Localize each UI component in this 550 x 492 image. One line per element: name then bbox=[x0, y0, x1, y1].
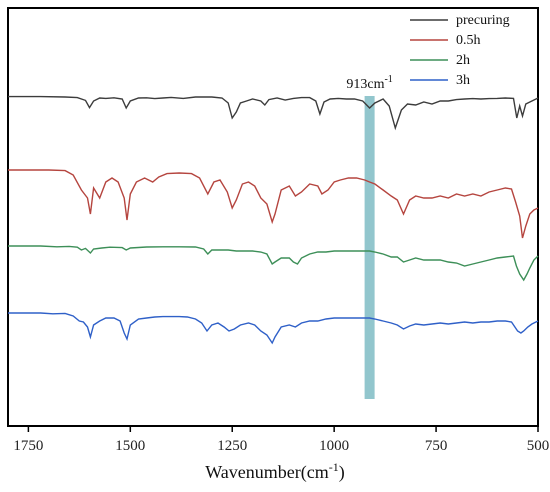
legend-label-precuring: precuring bbox=[456, 13, 510, 28]
annotation-label-sup: -1 bbox=[384, 74, 392, 85]
x-tick-label-500: 500 bbox=[527, 438, 550, 454]
annotation-913: 913cm-1 bbox=[346, 74, 393, 399]
annotation-label: 913cm-1 bbox=[346, 74, 392, 92]
annotation-band bbox=[364, 96, 375, 399]
legend-label-3h: 3h bbox=[456, 73, 470, 88]
legend-label-0-5h: 0.5h bbox=[456, 33, 481, 48]
x-axis-label: Wavenumber(cm-1) bbox=[205, 460, 345, 483]
plot-area bbox=[7, 7, 539, 427]
legend: precuring 0.5h 2h 3h bbox=[410, 13, 510, 88]
x-axis: 1750 1500 1250 1000 750 500 bbox=[13, 426, 549, 454]
x-axis-label-close: ) bbox=[339, 462, 345, 483]
series-group bbox=[8, 95, 539, 345]
series-line-0-5h bbox=[8, 169, 539, 239]
x-tick-label-1500: 1500 bbox=[115, 438, 145, 454]
x-tick-label-1750: 1750 bbox=[13, 438, 43, 454]
series-line-2h bbox=[8, 245, 539, 282]
x-tick-label-1000: 1000 bbox=[319, 438, 349, 454]
legend-label-2h: 2h bbox=[456, 53, 470, 68]
x-axis-label-sup: -1 bbox=[329, 460, 339, 474]
x-tick-label-750: 750 bbox=[425, 438, 448, 454]
x-axis-label-main: Wavenumber(cm bbox=[205, 462, 329, 483]
series-line-3h bbox=[8, 312, 539, 345]
x-tick-label-1250: 1250 bbox=[217, 438, 247, 454]
annotation-label-main: 913cm bbox=[346, 77, 384, 92]
series-line-precuring bbox=[8, 95, 539, 131]
